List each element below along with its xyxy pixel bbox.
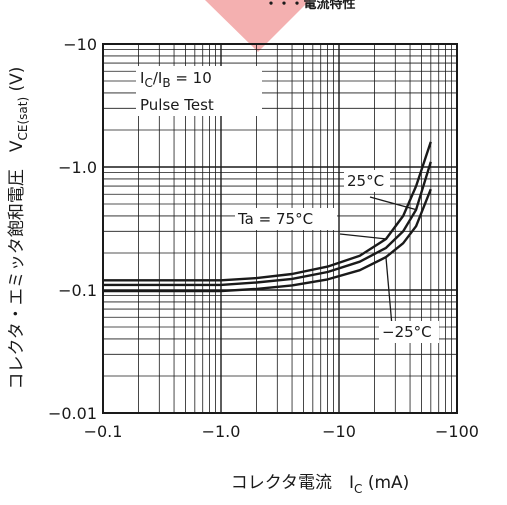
conditions-ratio: IC/IB = 10: [140, 69, 212, 90]
watermark-chevron: [205, 0, 310, 52]
annotation-label: −25°C: [382, 323, 432, 341]
annotation-label: Ta = 75°C: [237, 210, 313, 228]
x-tick-label: −0.1: [84, 422, 123, 441]
annotation-label: 25°C: [347, 172, 384, 190]
annotations: 25°C Ta = 75°C −25°C: [235, 170, 439, 343]
watermark: [205, 0, 310, 52]
conditions-box: [136, 66, 262, 116]
x-tick-label: −100: [435, 422, 479, 441]
series-line: [103, 161, 432, 287]
y-tick-label: −1.0: [58, 158, 97, 177]
y-tick-labels: −10 −1.0 −0.1 −0.01: [48, 35, 97, 423]
conditions-pulse-test: Pulse Test: [140, 96, 214, 114]
y-tick-label: −0.01: [48, 404, 97, 423]
annotation-leader: [369, 196, 417, 211]
annotation-leader: [385, 257, 393, 327]
x-tick-label: −1.0: [202, 422, 241, 441]
annotation-bg: [379, 321, 439, 343]
x-axis-label: コレクタ電流 IC (mA): [231, 473, 410, 496]
series-line: [103, 188, 432, 293]
y-tick-label: −0.1: [58, 281, 97, 300]
plot-frame: [102, 43, 458, 414]
annotation-bg: [235, 208, 337, 230]
series-lines: [103, 141, 432, 293]
y-axis-label: コレクタ・エミッタ飽和電圧 VCE(sat) (V): [7, 67, 30, 390]
annotation-bg: [344, 170, 390, 192]
x-tick-label: −10: [322, 422, 356, 441]
annotation-leader: [339, 233, 387, 240]
y-tick-label: −10: [63, 35, 97, 54]
header-fragment: ・・・電流特性: [264, 0, 355, 12]
x-tick-labels: −0.1 −1.0 −10 −100: [84, 422, 479, 441]
series-line: [103, 141, 432, 282]
